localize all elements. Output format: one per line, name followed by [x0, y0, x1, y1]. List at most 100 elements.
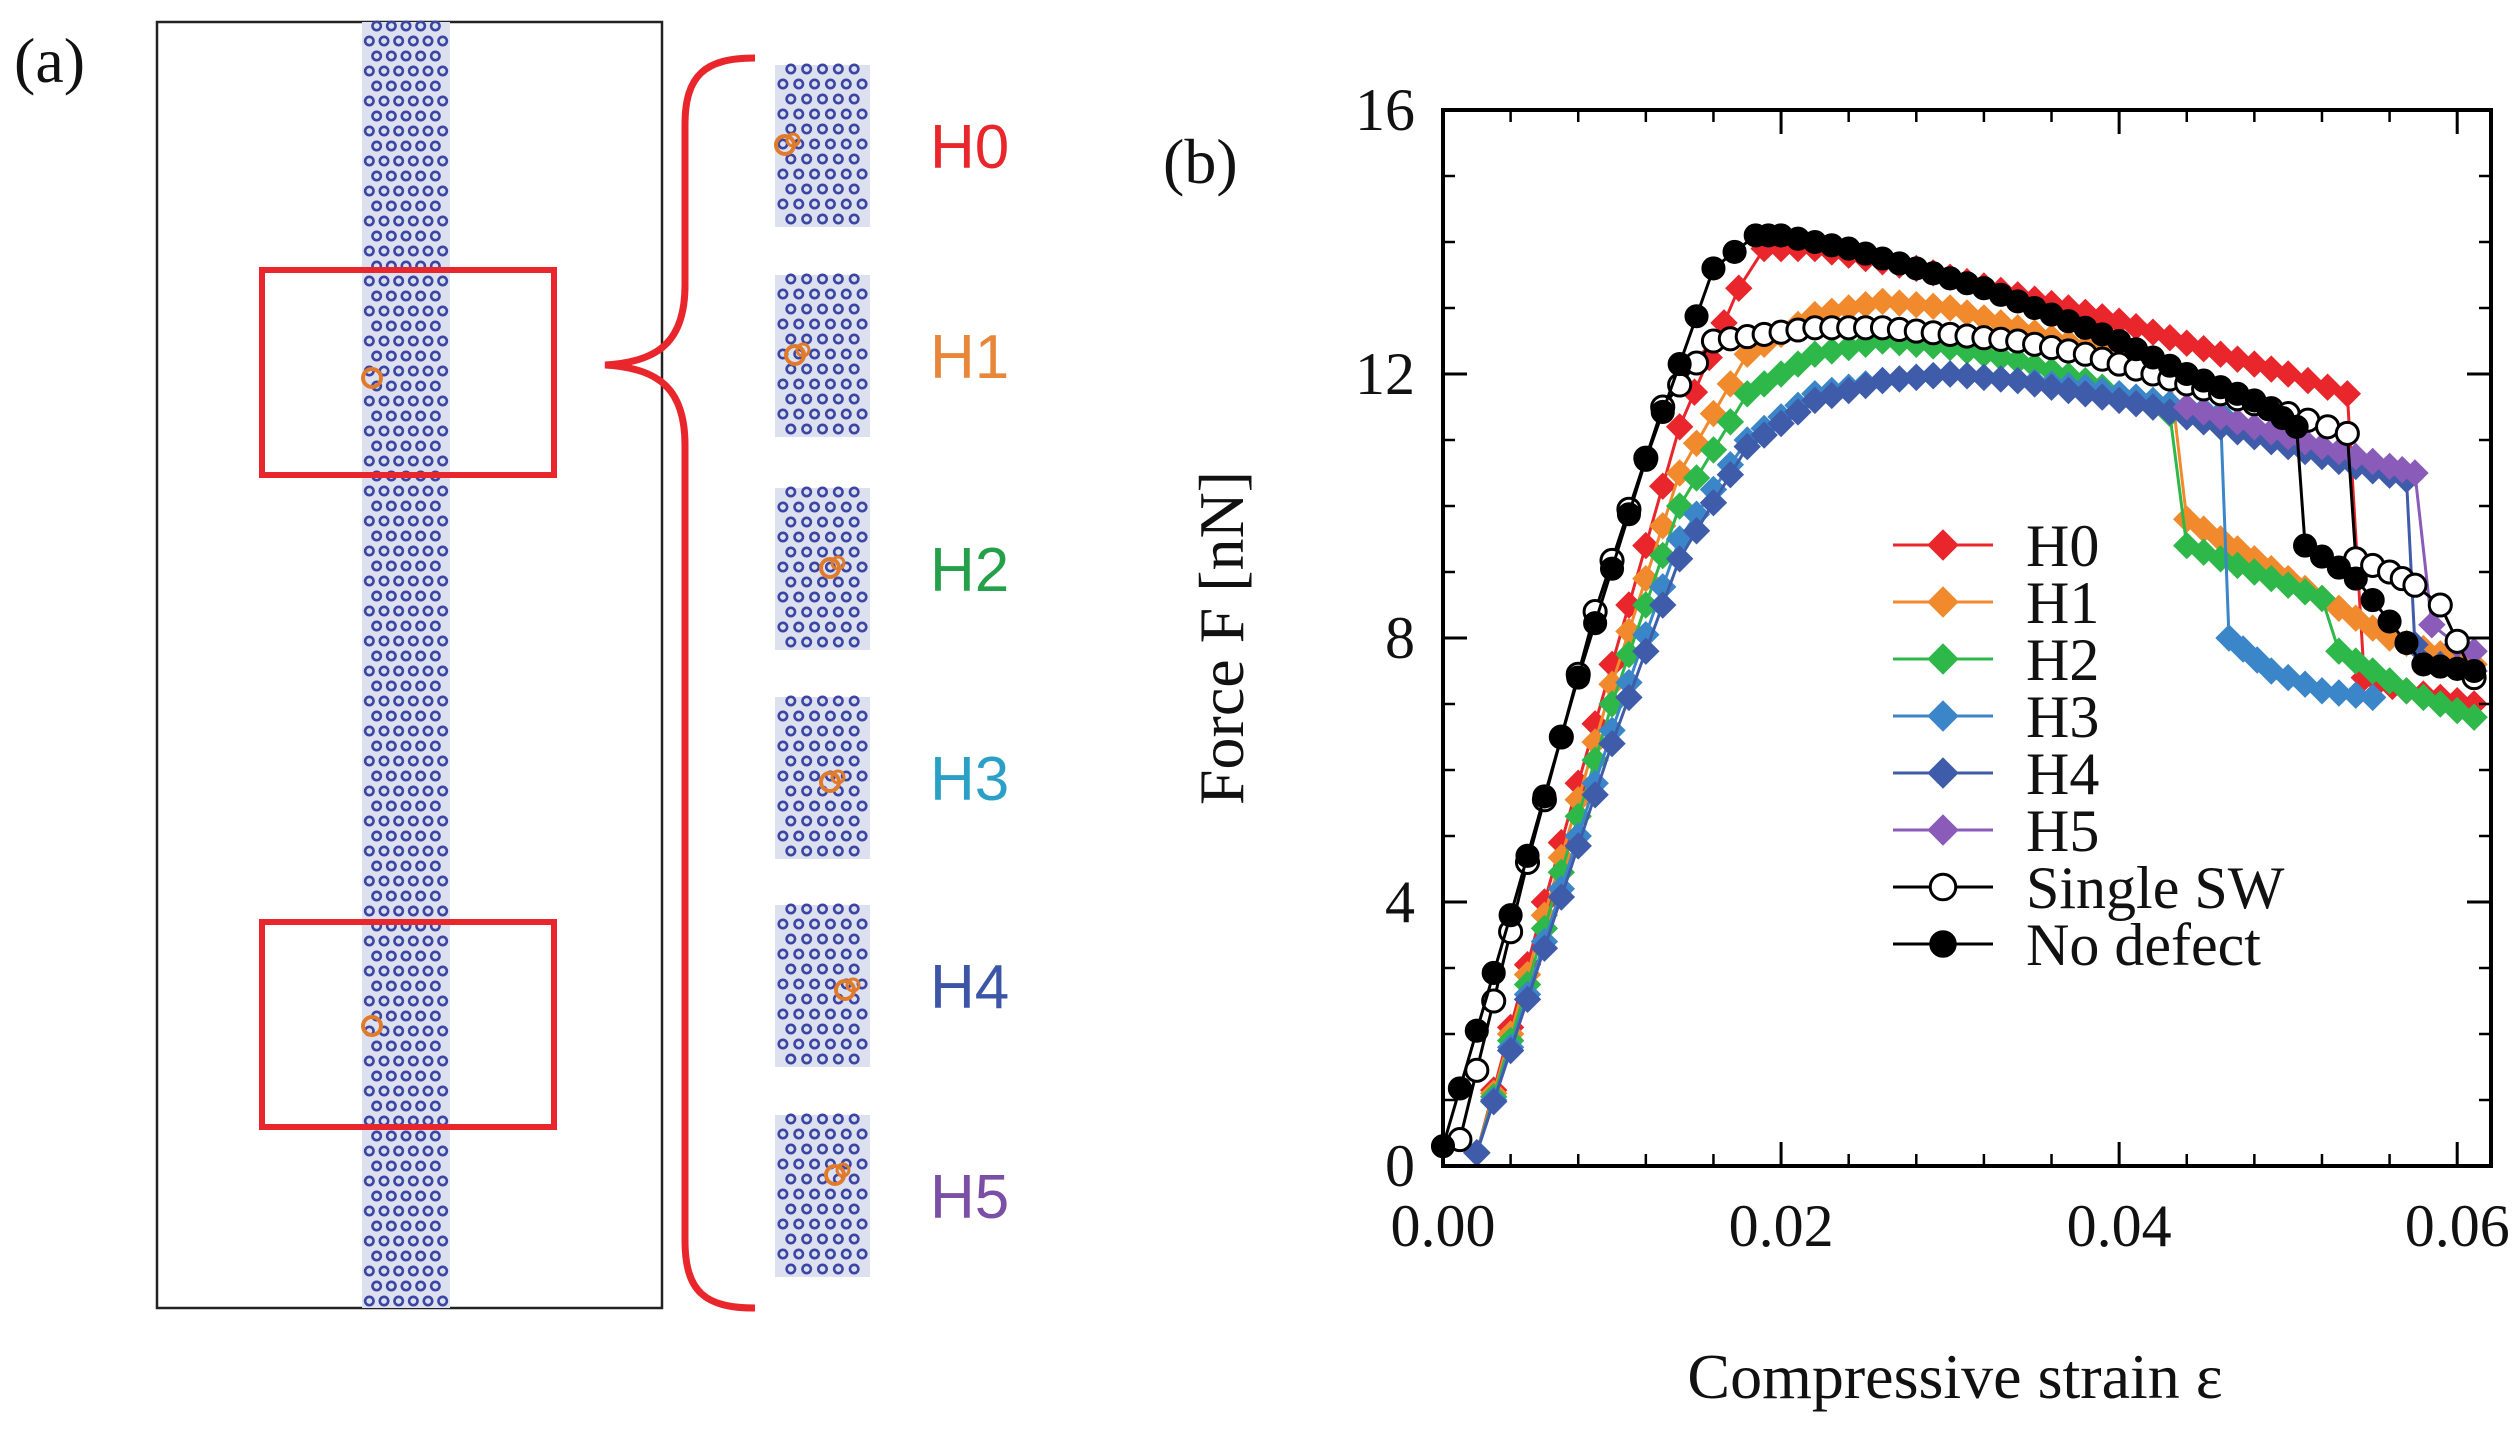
- lattice-ring: [785, 423, 797, 435]
- lattice-ring: [407, 275, 419, 287]
- lattice-ring: [363, 1175, 375, 1187]
- lattice-ring: [429, 800, 441, 812]
- lattice-ring: [385, 1250, 397, 1262]
- lattice-ring: [415, 290, 427, 302]
- lattice-ring: [407, 575, 419, 587]
- lattice-ring: [856, 621, 868, 633]
- lattice-ring: [378, 995, 390, 1007]
- lattice-ring: [856, 1188, 868, 1200]
- lattice-ring: [429, 680, 441, 692]
- lattice-ring: [422, 845, 434, 857]
- lattice-ring: [801, 963, 813, 975]
- lattice-ring: [840, 1038, 852, 1050]
- lattice-ring: [400, 740, 412, 752]
- lattice-ring: [437, 455, 449, 467]
- lattice-ring: [400, 650, 412, 662]
- lattice-ring: [785, 273, 797, 285]
- lattice-ring: [422, 725, 434, 737]
- lattice-ring: [385, 140, 397, 152]
- chart-series: [1430, 223, 2488, 1167]
- lattice-ring: [785, 63, 797, 75]
- lattice-ring: [385, 1070, 397, 1082]
- legend-entry-h1: H1: [1893, 570, 2099, 636]
- lattice-ring: [856, 108, 868, 120]
- lattice-ring: [415, 980, 427, 992]
- lattice-ring: [832, 1113, 844, 1125]
- lattice-ring: [429, 80, 441, 92]
- lattice-ring: [415, 410, 427, 422]
- lattice-ring: [415, 1100, 427, 1112]
- lattice-ring: [422, 1145, 434, 1157]
- lattice-ring: [385, 830, 397, 842]
- lattice-ring: [840, 800, 852, 812]
- panel-a-label: (a): [14, 25, 85, 96]
- lattice-ring: [437, 665, 449, 677]
- lattice-ring: [422, 1025, 434, 1037]
- data-point-h1: [1868, 287, 1897, 316]
- lattice-ring: [363, 155, 375, 167]
- lattice-ring: [856, 168, 868, 180]
- lattice-ring: [848, 393, 860, 405]
- stone-wales-defect: [845, 977, 861, 993]
- lattice-ring: [400, 410, 412, 422]
- lattice-ring: [848, 636, 860, 648]
- lattice-ring: [363, 65, 375, 77]
- lattice-ring: [801, 785, 813, 797]
- lattice-ring: [801, 153, 813, 165]
- lattice-ring: [785, 153, 797, 165]
- lattice-ring: [856, 1158, 868, 1170]
- lattice-ring: [832, 933, 844, 945]
- lattice-ring: [856, 318, 868, 330]
- data-point-no-defect: [2462, 658, 2487, 684]
- lattice-ring: [777, 621, 789, 633]
- lattice-ring: [856, 1038, 868, 1050]
- lattice-ring: [363, 275, 375, 287]
- variant-tube-h5: [775, 1113, 870, 1277]
- lattice-ring: [777, 948, 789, 960]
- lattice-ring: [415, 380, 427, 392]
- lattice-ring: [801, 363, 813, 375]
- lattice-ring: [385, 710, 397, 722]
- lattice-ring: [801, 1233, 813, 1245]
- lattice-ring: [400, 1220, 412, 1232]
- lattice-ring: [378, 875, 390, 887]
- lattice-ring: [785, 636, 797, 648]
- lattice-ring: [832, 1203, 844, 1215]
- lattice-ring: [422, 1055, 434, 1067]
- data-point-h2: [2308, 584, 2336, 613]
- lattice-ring: [363, 905, 375, 917]
- lattice-ring: [801, 486, 813, 498]
- lattice-ring: [793, 561, 805, 573]
- lattice-ring: [393, 215, 405, 227]
- lattice-ring: [415, 170, 427, 182]
- lattice-ring: [437, 335, 449, 347]
- lattice-ring: [429, 740, 441, 752]
- lattice-ring: [378, 1145, 390, 1157]
- lattice-ring: [385, 560, 397, 572]
- lattice-ring: [793, 378, 805, 390]
- lattice-ring: [378, 785, 390, 797]
- lattice-ring: [832, 363, 844, 375]
- lattice-ring: [785, 963, 797, 975]
- lattice-ring: [824, 918, 836, 930]
- lattice-ring: [832, 516, 844, 528]
- data-point-no-defect: [1667, 352, 1692, 377]
- lattice-ring: [393, 665, 405, 677]
- lattice-ring: [437, 1235, 449, 1247]
- lattice-ring: [801, 1143, 813, 1155]
- lattice-ring: [400, 50, 412, 62]
- lattice-ring: [371, 350, 383, 362]
- data-point-no-defect: [1515, 843, 1540, 868]
- lattice-ring: [407, 815, 419, 827]
- lattice-ring: [777, 1218, 789, 1230]
- lattice-ring: [777, 1158, 789, 1170]
- data-point-single-sw: [1464, 1057, 1490, 1083]
- variant-tube-h1-body: [775, 275, 870, 437]
- lattice-ring: [415, 200, 427, 212]
- lattice-ring: [437, 425, 449, 437]
- lattice-ring: [801, 725, 813, 737]
- data-point-h4: [1987, 365, 2015, 393]
- lattice-ring: [363, 305, 375, 317]
- lattice-ring: [393, 95, 405, 107]
- lattice-ring: [371, 830, 383, 842]
